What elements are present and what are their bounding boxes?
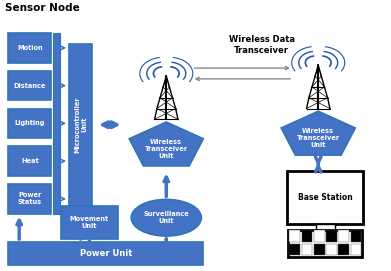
Bar: [351, 244, 361, 256]
Bar: [326, 244, 337, 256]
Text: Movement
Unit: Movement Unit: [70, 216, 109, 229]
Bar: [9, 109, 51, 138]
Bar: [52, 33, 59, 214]
Text: Power Unit: Power Unit: [80, 249, 132, 258]
Bar: [351, 230, 361, 242]
Bar: [9, 242, 203, 265]
Text: Motion: Motion: [17, 45, 43, 51]
Bar: [339, 244, 349, 256]
Bar: [69, 44, 92, 206]
Text: Wireless
Transceiver
Unit: Wireless Transceiver Unit: [297, 128, 340, 148]
Text: Base Station: Base Station: [298, 193, 352, 202]
Bar: [302, 244, 312, 256]
Text: Wireless
Transceiver
Unit: Wireless Transceiver Unit: [145, 139, 188, 159]
Bar: [302, 230, 312, 242]
Bar: [61, 206, 118, 239]
Bar: [9, 71, 51, 101]
Bar: [316, 224, 335, 230]
Bar: [287, 170, 363, 224]
Bar: [289, 244, 300, 256]
Bar: [326, 230, 337, 242]
Text: Surveillance
Unit: Surveillance Unit: [143, 211, 189, 224]
Polygon shape: [281, 111, 355, 155]
Text: Power
Status: Power Status: [18, 192, 42, 205]
Polygon shape: [129, 122, 203, 166]
Bar: [288, 230, 362, 257]
Bar: [339, 230, 349, 242]
Ellipse shape: [131, 199, 201, 236]
Bar: [314, 244, 325, 256]
Text: Sensor Node: Sensor Node: [5, 4, 79, 13]
Text: Microcontroller
Unit: Microcontroller Unit: [74, 96, 87, 153]
Text: Wireless Data
Transceiver: Wireless Data Transceiver: [229, 35, 295, 55]
Bar: [314, 230, 325, 242]
Bar: [9, 184, 51, 214]
Text: Heat: Heat: [21, 158, 39, 164]
Bar: [289, 230, 300, 242]
Bar: [9, 33, 51, 63]
Bar: [9, 146, 51, 176]
Text: Lighting: Lighting: [15, 120, 45, 126]
Text: Distance: Distance: [14, 83, 46, 89]
